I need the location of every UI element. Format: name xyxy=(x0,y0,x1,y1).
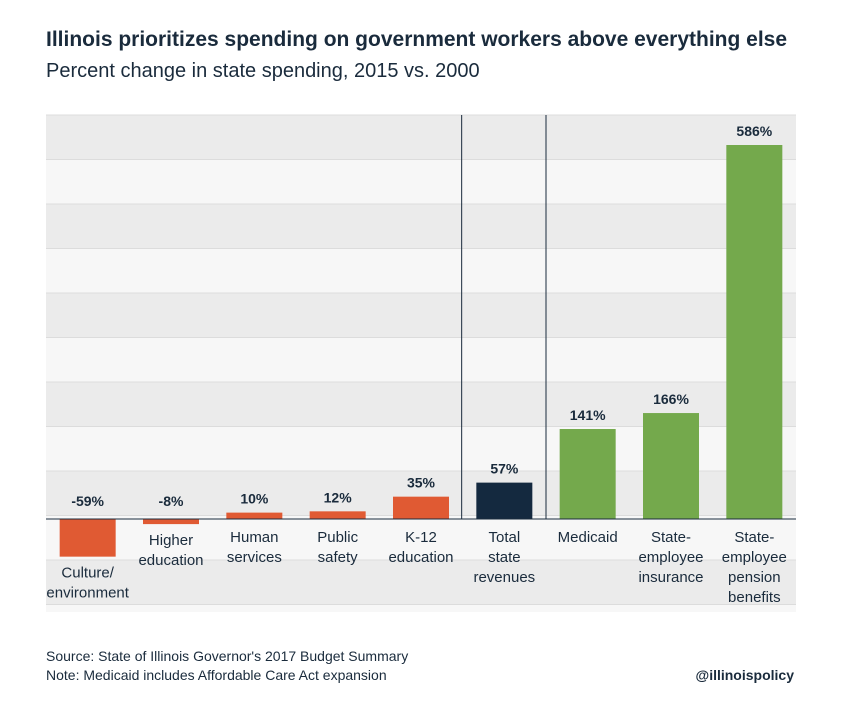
value-label: 57% xyxy=(490,461,519,477)
value-label: -59% xyxy=(71,493,104,509)
medicaid-note: Note: Medicaid includes Affordable Care … xyxy=(46,667,387,683)
category-label: K-12 xyxy=(405,529,437,546)
category-label: insurance xyxy=(638,569,703,586)
category-labels: Culture/environment Higher education Human s… xyxy=(46,529,786,606)
value-label: 141% xyxy=(570,407,606,423)
bar xyxy=(559,429,616,519)
category-label: employee xyxy=(638,549,703,566)
value-label: -8% xyxy=(159,493,184,509)
value-label: 35% xyxy=(407,475,436,491)
bars xyxy=(59,145,783,557)
twitter-handle: @illinoispolicy xyxy=(695,667,794,683)
chart-title: Illinois prioritizes spending on governm… xyxy=(46,28,788,51)
category-label: state xyxy=(488,549,521,566)
category-label: State- xyxy=(734,529,774,546)
grid-band xyxy=(46,115,796,160)
value-label: 166% xyxy=(653,391,689,407)
bar xyxy=(393,496,449,519)
category-label: Culture/ xyxy=(61,565,114,582)
grid-band xyxy=(46,337,796,382)
grid-band xyxy=(46,204,796,249)
bar xyxy=(143,519,199,525)
bar xyxy=(643,413,699,519)
category-label: Public xyxy=(317,529,358,546)
grid-band xyxy=(46,159,796,204)
grid-band xyxy=(46,248,796,293)
source-note: Source: State of Illinois Governor's 201… xyxy=(46,648,409,664)
bar xyxy=(226,512,283,519)
chart-subtitle: Percent change in state spending, 2015 v… xyxy=(46,60,480,82)
category-label: services xyxy=(227,549,282,566)
category-label: environment xyxy=(46,585,129,602)
bar xyxy=(476,482,533,519)
grid-band xyxy=(46,560,796,605)
category-label: benefits xyxy=(728,589,781,606)
category-label: State- xyxy=(651,529,691,546)
bar xyxy=(59,519,116,557)
value-label: 10% xyxy=(240,491,269,507)
bar xyxy=(726,145,783,519)
bar xyxy=(309,511,366,519)
value-labels: -59% -8% 10% 12% 35% 57% 141% 166% 586% xyxy=(71,123,772,509)
category-label: safety xyxy=(318,549,359,566)
category-label: revenues xyxy=(473,569,535,586)
category-label: Higher xyxy=(149,532,193,549)
category-label: Total xyxy=(488,529,520,546)
grid-band xyxy=(46,604,796,612)
value-label: 12% xyxy=(324,489,353,505)
value-label: 586% xyxy=(736,123,772,139)
category-label: employee xyxy=(722,549,787,566)
category-label: education xyxy=(138,552,203,569)
category-label: Medicaid xyxy=(558,529,618,546)
grid-band xyxy=(46,293,796,338)
category-label: pension xyxy=(728,569,781,586)
category-label: Human xyxy=(230,529,278,546)
section-dividers xyxy=(461,115,547,519)
category-label: education xyxy=(388,549,453,566)
